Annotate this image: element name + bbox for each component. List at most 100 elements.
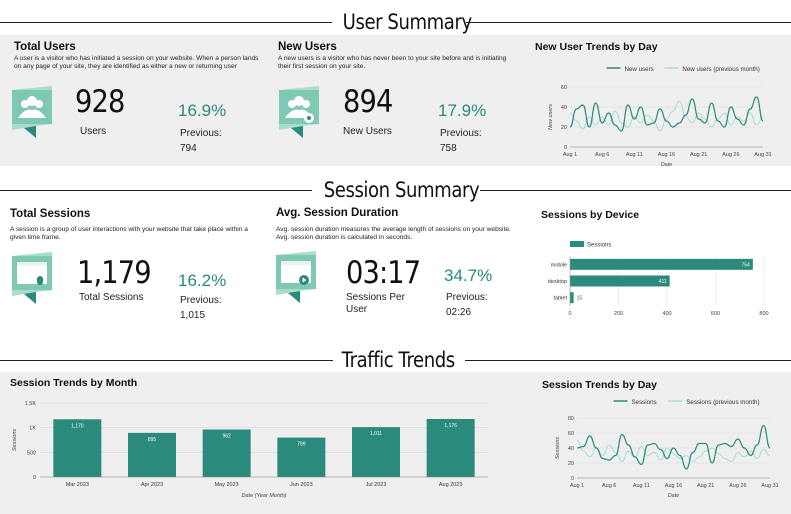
total-sessions-title: Total Sessions (10, 208, 91, 220)
total-sessions-value: 1,179 (77, 255, 152, 291)
total-users-title: Total Users (14, 41, 76, 53)
x-tick-label: Aug 6 (595, 152, 609, 158)
data-label: 895 (148, 437, 157, 443)
previous-value: 758 (440, 143, 457, 154)
data-label: 962 (222, 434, 231, 440)
data-label: 1,170 (71, 423, 84, 429)
y-tick-label: 20 (568, 461, 574, 467)
y-tick-label: 60 (568, 431, 574, 437)
x-tick-label: Mar 2023 (66, 482, 89, 488)
x-tick-label: 200 (614, 311, 623, 317)
legend-swatch (570, 241, 584, 247)
y-tick-label: 0 (33, 475, 36, 481)
new-users-icon (277, 86, 321, 138)
legend-label: New users (previous month) (682, 66, 759, 73)
y-axis-label: Sessions (12, 429, 18, 452)
data-label: 15 (577, 296, 583, 302)
bar (128, 432, 176, 477)
x-tick-label: 0 (568, 311, 571, 317)
bar (570, 292, 574, 304)
traffic-trends-title: Traffic Trends (341, 348, 456, 372)
total-sessions-previous: Previous: 1,015 (180, 293, 222, 323)
y-tick-label: 0 (571, 476, 574, 482)
x-axis-label: Date (Year Month) (242, 493, 287, 499)
total-sessions-label: Total Sessions (79, 292, 144, 303)
total-users-description: A user is a visitor who has initiated a … (14, 55, 259, 71)
series-line (569, 96, 764, 132)
avg-session-duration-previous: Previous: 02:26 (446, 290, 488, 320)
previous-value: 794 (180, 143, 197, 154)
new-users-value: 894 (343, 84, 393, 120)
x-tick-label: Aug 16 (658, 152, 675, 158)
y-tick-label: 80 (568, 416, 574, 422)
x-tick-label: May 2023 (215, 482, 239, 488)
bar (570, 258, 753, 270)
new-users-description: A new users is a visitor who has never b… (278, 55, 507, 71)
series-line (576, 424, 771, 470)
x-tick-label: Jun 2023 (290, 482, 313, 488)
x-tick-label: Aug 21 (690, 152, 707, 158)
legend-label: New users (625, 66, 654, 73)
y-tick-label: 40 (568, 446, 574, 452)
x-tick-label: Aug 11 (626, 152, 643, 158)
x-tick-label: Aug 31 (754, 152, 771, 158)
traffic-trends-header: Traffic Trends (0, 340, 791, 380)
y-tick-label: 60 (561, 85, 567, 91)
bar (426, 418, 475, 477)
avg-session-duration-label: Sessions Per User (346, 292, 405, 315)
session-trends-month-chart: 0 500 1K 1.5K 1,170 Mar 2023 895 Apr 2023 962 May… (12, 401, 488, 499)
session-duration-icon (274, 251, 318, 303)
bar (352, 427, 400, 477)
user-summary-title: User Summary (342, 10, 472, 34)
avg-session-duration-description: Avg. session duration measures the avera… (276, 226, 511, 242)
previous-label: Previous: (180, 128, 222, 139)
users-group-icon (10, 86, 54, 138)
category-label: tablet (554, 296, 568, 302)
legend-label: Sessions (previous month) (686, 399, 759, 406)
bar (570, 275, 670, 287)
x-tick-label: Jul 2023 (366, 482, 387, 488)
series-line (569, 100, 764, 132)
new-users-previous: Previous: 758 (440, 126, 482, 156)
new-users-label: New Users (343, 126, 392, 137)
x-tick-label: 600 (711, 311, 720, 317)
sessions-by-device-chart: Sessions 0 200 400 600 800 mobile 754 desktop 411… (548, 241, 769, 317)
bar (202, 429, 251, 477)
x-tick-label: Aug 1 (570, 483, 584, 489)
y-tick-label: 1K (29, 426, 36, 432)
x-tick-label: Aug 26 (729, 483, 746, 489)
session-trends-day-title: Session Trends by Day (542, 379, 657, 391)
x-tick-label: Apr 2023 (141, 482, 163, 488)
avg-session-duration-title: Avg. Session Duration (276, 207, 399, 219)
previous-value: 1,015 (180, 310, 206, 321)
previous-label: Previous: (440, 128, 482, 139)
total-users-value: 928 (75, 84, 125, 120)
previous-label: Previous: (180, 295, 222, 306)
session-summary-title: Session Summary (323, 178, 480, 202)
x-tick-label: Aug 21 (697, 483, 714, 489)
total-users-previous: Previous: 794 (180, 126, 222, 156)
avg-session-duration-change: 34.7% (444, 266, 493, 285)
y-axis-label: New users (548, 104, 554, 130)
legend-label: Sessions (587, 243, 611, 249)
x-tick-label: Aug 31 (761, 483, 778, 489)
session-trends-month-title: Session Trends by Month (10, 377, 138, 389)
x-tick-label: Aug 26 (722, 152, 739, 158)
new-user-trends-title: New User Trends by Day (535, 41, 658, 53)
y-tick-label: 40 (561, 105, 567, 111)
new-users-title: New Users (278, 41, 337, 53)
total-users-label: Users (80, 126, 107, 137)
session-trends-day-chart: Sessions Sessions (previous month) 0 20 40 60… (555, 399, 779, 499)
bar (53, 419, 102, 477)
x-tick-label: Aug 11 (633, 483, 650, 489)
x-tick-label: Aug 6 (602, 483, 616, 489)
x-axis-label: Date (668, 493, 680, 499)
data-label: 411 (659, 279, 667, 285)
x-tick-label: Aug 2023 (439, 482, 463, 488)
data-label: 1,011 (370, 431, 382, 437)
x-tick-label: 400 (662, 311, 671, 317)
previous-value: 02:26 (446, 307, 472, 318)
total-sessions-change: 16.2% (178, 271, 227, 290)
sessions-by-device-title: Sessions by Device (541, 209, 640, 221)
x-tick-label: Aug 16 (665, 483, 682, 489)
